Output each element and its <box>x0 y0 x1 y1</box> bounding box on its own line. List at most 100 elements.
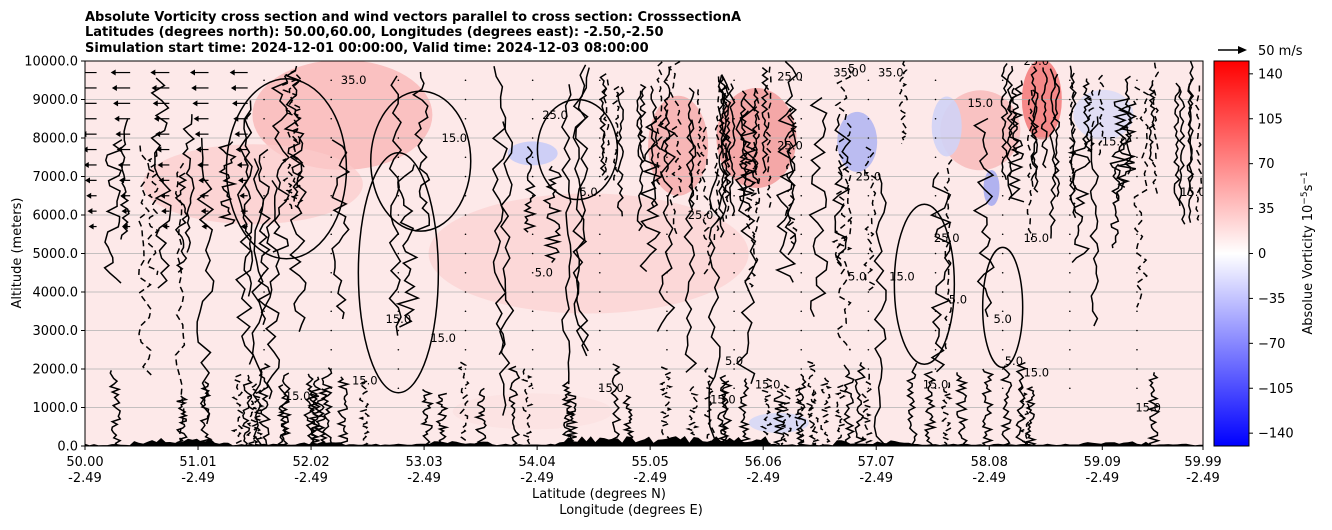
positive-contour <box>150 77 172 289</box>
wind-vectors <box>77 69 1138 390</box>
positive-contour <box>278 372 293 446</box>
negative-contour <box>282 69 299 211</box>
wind-vector-dot <box>263 348 265 351</box>
wind-vector-dot <box>263 214 265 216</box>
wind-vector-dot <box>397 368 400 370</box>
negative-contour <box>137 145 152 376</box>
wind-vector-head <box>152 100 158 107</box>
wind-vector-head <box>236 161 242 168</box>
wind-vector-dot <box>666 387 668 390</box>
wind-vector-dot <box>598 310 601 313</box>
wind-vector-head <box>156 146 162 153</box>
wind-vector-head <box>85 161 89 168</box>
wind-vector-dot <box>531 156 534 159</box>
wind-vector-dot <box>934 175 937 178</box>
wind-vector-dot <box>666 329 668 332</box>
wind-vector-dot <box>1136 387 1138 390</box>
wind-vector-dot <box>867 194 870 197</box>
wind-vector-dot <box>1001 233 1004 236</box>
wind-vector-dot <box>1069 291 1071 293</box>
wind-vector-dot <box>1136 117 1138 120</box>
y-axis: 0.0 1000.0 2000.0 3000.0 4000.0 5000.0 6000.0 7… <box>24 55 85 455</box>
wind-vector-head <box>238 177 244 184</box>
vorticity-patch <box>931 96 962 157</box>
wind-vector-dot <box>330 252 333 255</box>
wind-vector-dot <box>1136 98 1138 101</box>
positive-contour <box>638 83 647 164</box>
wind-vector-dot <box>598 79 601 82</box>
wind-vector-dot <box>397 348 400 351</box>
positive-contour <box>1023 386 1038 446</box>
positive-contour <box>1052 73 1061 197</box>
colorbar-tick-label: 35 <box>1258 202 1275 217</box>
x-tick-label-latitude: 59.09 <box>1084 455 1121 470</box>
wind-vector-dot <box>666 368 668 370</box>
wind-vector-dot <box>464 329 467 332</box>
wind-vector-dot <box>666 291 668 293</box>
contour-label: 35.0 <box>833 65 859 79</box>
contour-label: 15.0 <box>1135 400 1161 414</box>
wind-vector-dot <box>263 117 265 120</box>
x-tick-label-longitude: -2.49 <box>746 471 780 486</box>
wind-vector-dot <box>397 117 400 120</box>
contour-label: 25.0 <box>856 169 882 183</box>
wind-vector-dot <box>1069 175 1071 178</box>
colorbar-tick-label: 140 <box>1258 67 1283 82</box>
negative-contour <box>685 385 700 446</box>
positive-contour <box>873 173 887 446</box>
x-tick-label-longitude: -2.49 <box>633 471 667 486</box>
wind-vector-dot <box>934 252 937 255</box>
wind-vector-head <box>199 192 205 199</box>
wind-vector-head <box>122 223 128 230</box>
wind-vector-head <box>77 70 82 76</box>
wind-vector-dot <box>934 194 937 197</box>
contour-label: 15.0 <box>386 312 412 326</box>
negative-contour <box>779 384 793 446</box>
wind-vector-dot <box>464 156 467 159</box>
wind-vector-dot <box>598 137 601 139</box>
wind-vector-dot <box>800 271 803 274</box>
x-tick-label-latitude: 58.08 <box>971 455 1008 470</box>
contour-label: 5.0 <box>949 293 967 307</box>
wind-vector-dot <box>800 98 803 101</box>
wind-vector-dot <box>800 117 803 120</box>
wind-vector-dot <box>531 348 534 351</box>
contour-lines <box>103 61 1203 446</box>
wind-vector-dot <box>531 194 534 197</box>
wind-vector-dot <box>1001 79 1004 82</box>
wind-vector-dot <box>330 194 333 197</box>
wind-vector-dot <box>733 137 735 139</box>
wind-vector-dot <box>1069 233 1071 236</box>
wind-vector-dot <box>464 368 467 370</box>
wind-vector-dot <box>397 156 400 159</box>
wind-vector-dot <box>666 233 668 236</box>
wind-vector-dot <box>397 329 400 332</box>
contour-label: 15.0 <box>710 393 736 407</box>
wind-vector-dot <box>330 271 333 274</box>
wind-vector-head <box>85 177 90 184</box>
positive-contour <box>1186 78 1195 196</box>
positive-contour <box>574 67 590 352</box>
contour-label: 5.0 <box>579 185 597 199</box>
wind-vector-dot <box>1001 271 1004 274</box>
wind-vector-head <box>239 192 245 199</box>
positive-contour <box>599 73 608 176</box>
wind-vector-dot <box>598 368 601 370</box>
y-axis-label: Altitude (meters) <box>10 198 25 309</box>
positive-contour <box>737 378 752 446</box>
positive-contour <box>774 107 798 283</box>
negative-contour <box>520 368 534 446</box>
wind-vector-dot <box>867 98 870 101</box>
negative-contour <box>743 145 760 292</box>
wind-vector-head <box>111 84 117 91</box>
wind-vector-dot <box>263 368 265 370</box>
contour-label: 15.0 <box>1023 366 1049 380</box>
colorbar-gradient <box>1213 60 1250 447</box>
wind-vector-dot <box>1001 348 1004 351</box>
wind-vector-dot <box>263 137 265 139</box>
wind-vector-dot <box>397 98 400 101</box>
wind-vector-dot <box>531 98 534 101</box>
positive-contour <box>523 146 538 233</box>
positive-contour <box>395 164 421 328</box>
wind-vector-dot <box>330 368 333 370</box>
